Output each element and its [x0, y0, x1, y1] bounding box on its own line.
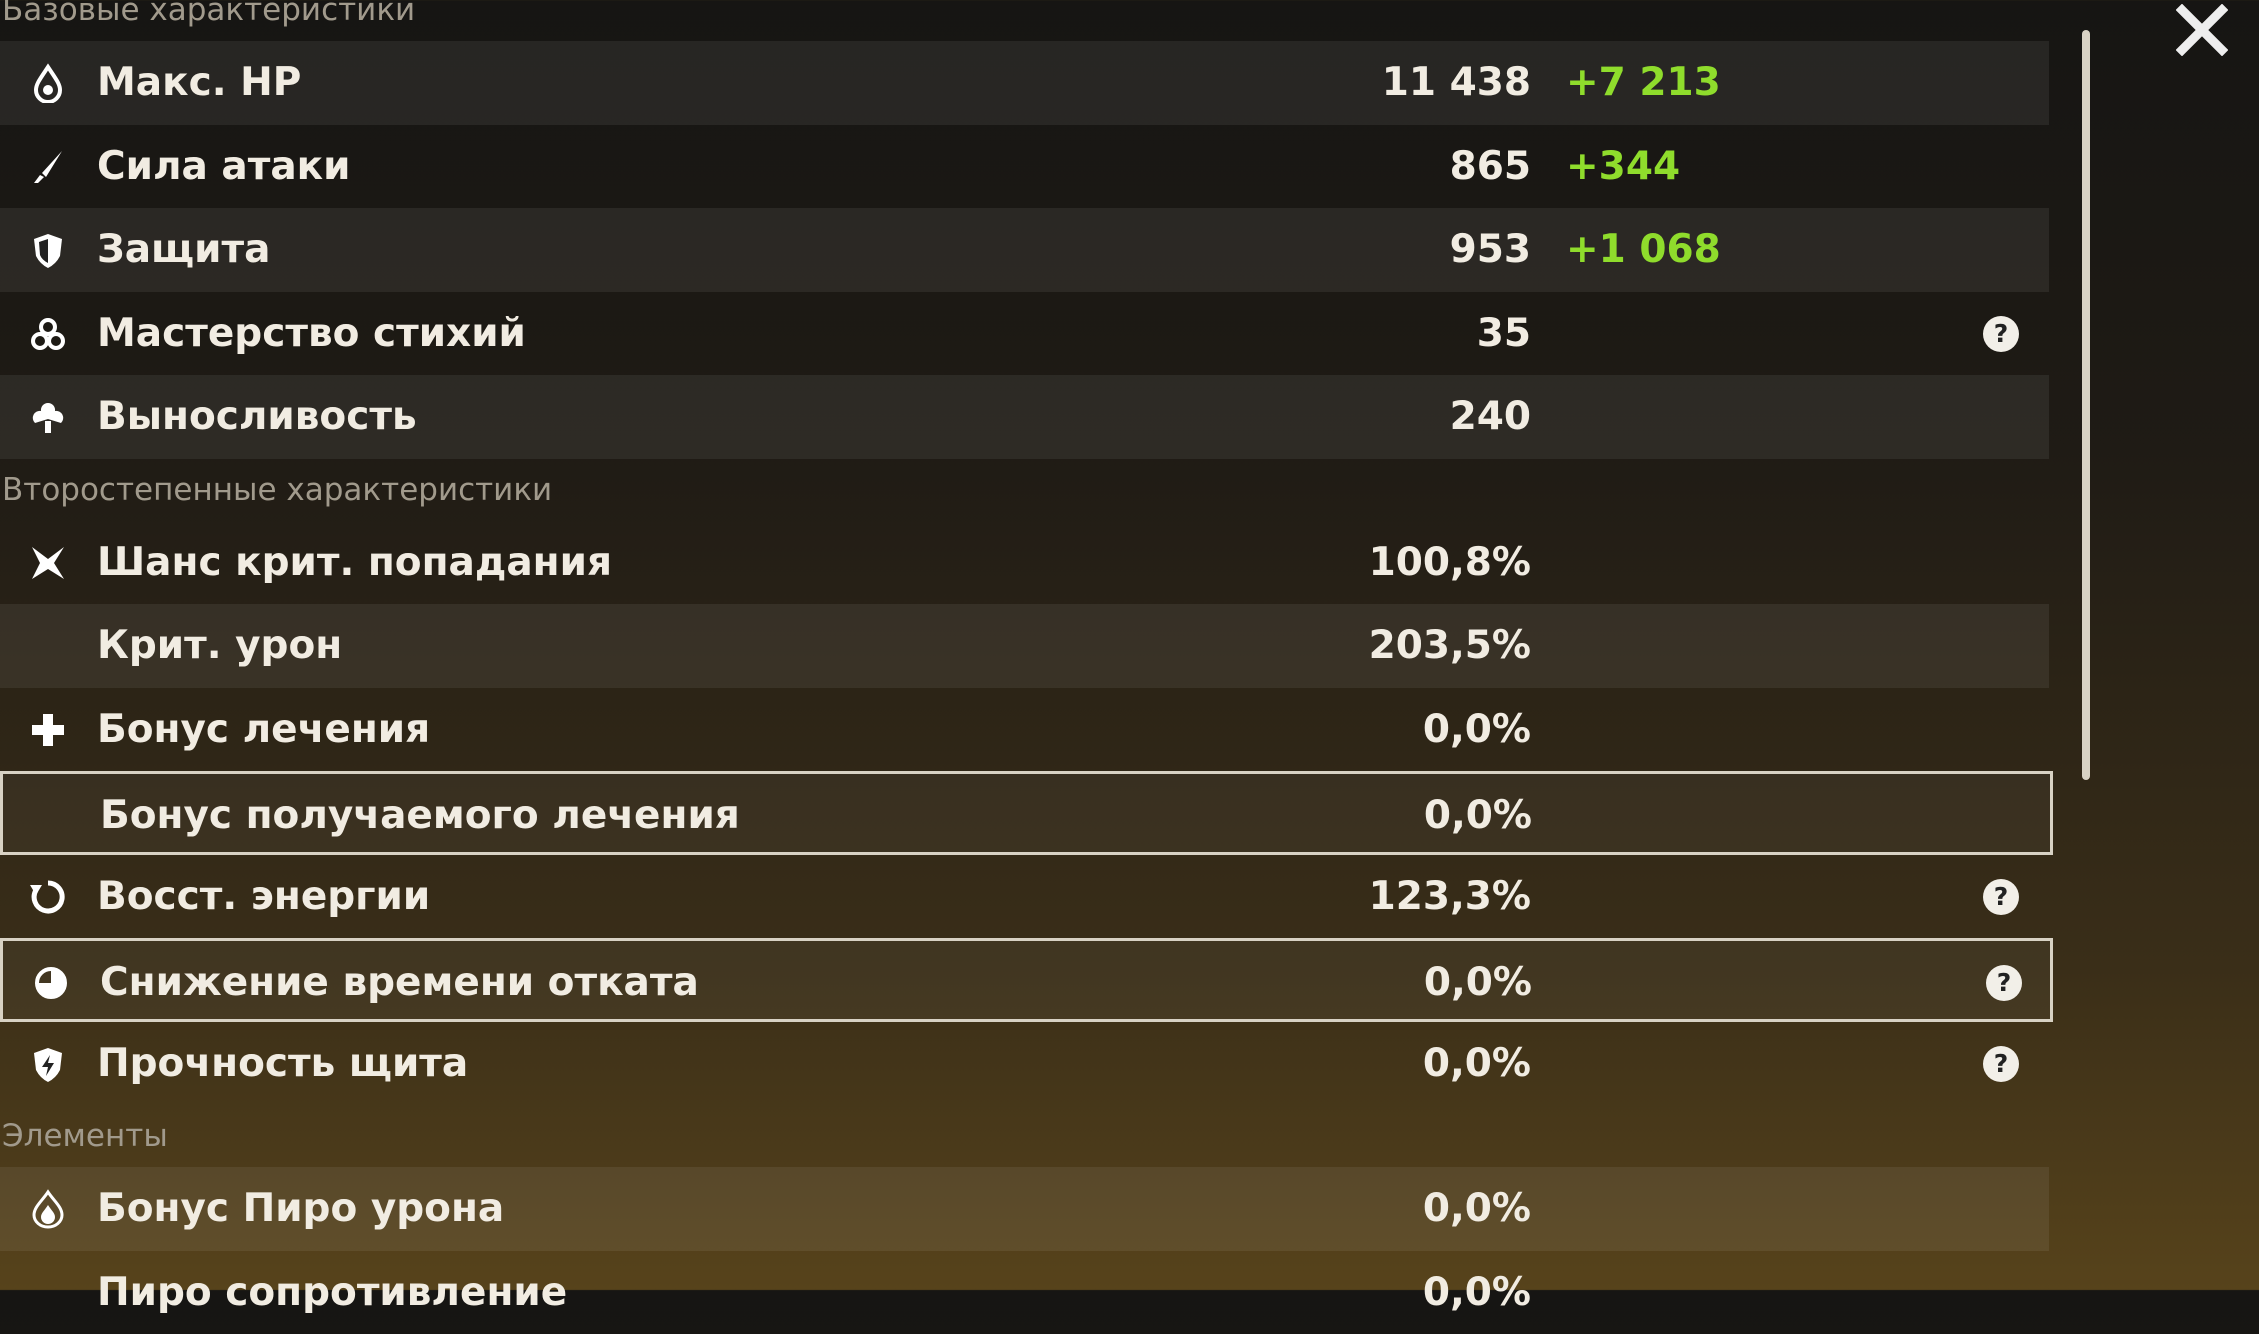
stat-row: Макс. HP 11 438 +7 213 — [0, 41, 2049, 125]
stat-value: 203,5% — [1369, 604, 1531, 687]
stat-value: 0,0% — [1423, 1022, 1531, 1105]
stat-row[interactable]: Снижение времени отката 0,0%? — [0, 938, 2053, 1022]
stat-label: Макс. HP — [97, 41, 301, 124]
stat-label: Восст. энергии — [97, 855, 430, 938]
stat-value: 240 — [1450, 375, 1531, 458]
stat-bonus: +1 068 — [1566, 208, 1721, 291]
stat-label: Бонус получаемого лечения — [100, 774, 740, 857]
stat-row: Защита 953 +1 068 — [0, 208, 2049, 292]
stat-icon — [28, 147, 68, 187]
stat-icon — [28, 543, 68, 583]
stat-row: Мастерство стихий 35? — [0, 292, 2049, 376]
stat-bonus: +7 213 — [1566, 41, 1721, 124]
stat-icon — [28, 1044, 68, 1084]
svg-text:?: ? — [1997, 968, 2012, 997]
help-icon[interactable]: ? — [1985, 964, 2023, 1002]
stat-row: Выносливость 240 — [0, 375, 2049, 459]
stat-row: Крит. урон 203,5% — [0, 604, 2049, 688]
svg-text:?: ? — [1994, 882, 2009, 911]
help-icon[interactable]: ? — [1982, 315, 2020, 353]
stat-row: Восст. энергии 123,3%? — [0, 855, 2049, 939]
stat-row: Пиро сопротивление 0,0% — [0, 1251, 2049, 1334]
stat-label: Крит. урон — [97, 604, 342, 687]
stat-value: 0,0% — [1423, 1251, 1531, 1334]
stat-bonus: +344 — [1566, 125, 1680, 208]
stat-label: Выносливость — [97, 375, 417, 458]
stat-value: 0,0% — [1423, 1167, 1531, 1250]
stat-icon — [28, 230, 68, 270]
stat-icon — [28, 397, 68, 437]
close-button[interactable] — [2176, 4, 2228, 56]
stat-icon — [31, 963, 71, 1003]
stat-row[interactable]: Бонус получаемого лечения 0,0% — [0, 771, 2053, 855]
stat-icon — [28, 710, 68, 750]
section-title: Базовые характеристики — [0, 0, 2049, 41]
stat-icon — [28, 1189, 68, 1229]
section-title: Второстепенные характеристики — [0, 459, 2049, 521]
stat-icon — [28, 314, 68, 354]
stat-value: 100,8% — [1369, 521, 1531, 604]
help-icon[interactable]: ? — [1982, 1045, 2020, 1083]
stat-row: Бонус лечения 0,0% — [0, 688, 2049, 772]
help-icon[interactable]: ? — [1982, 878, 2020, 916]
svg-text:?: ? — [1994, 319, 2009, 348]
stat-row: Шанс крит. попадания 100,8% — [0, 521, 2049, 605]
stat-row: Прочность щита 0,0%? — [0, 1022, 2049, 1106]
stat-value: 123,3% — [1369, 855, 1531, 938]
stat-value: 953 — [1450, 208, 1531, 291]
scrollbar[interactable] — [2082, 30, 2090, 780]
stat-value: 0,0% — [1424, 774, 1532, 857]
stat-value: 0,0% — [1424, 941, 1532, 1024]
stat-value: 865 — [1450, 125, 1531, 208]
stat-label: Сила атаки — [97, 125, 350, 208]
stat-label: Бонус лечения — [97, 688, 430, 771]
stat-value: 35 — [1477, 292, 1531, 375]
stat-label: Прочность щита — [97, 1022, 468, 1105]
svg-text:?: ? — [1994, 1049, 2009, 1078]
stat-label: Пиро сопротивление — [97, 1251, 567, 1334]
stat-label: Шанс крит. попадания — [97, 521, 612, 604]
stat-value: 0,0% — [1423, 688, 1531, 771]
stat-icon — [28, 877, 68, 917]
stat-label: Снижение времени отката — [100, 941, 699, 1024]
stat-label: Мастерство стихий — [97, 292, 526, 375]
stat-label: Защита — [97, 208, 270, 291]
stat-label: Бонус Пиро урона — [97, 1167, 504, 1250]
stat-icon — [28, 63, 68, 103]
stat-value: 11 438 — [1382, 41, 1531, 124]
section-title: Элементы — [0, 1105, 2049, 1167]
stat-row: Бонус Пиро урона 0,0% — [0, 1167, 2049, 1251]
stat-row: Сила атаки 865 +344 — [0, 125, 2049, 209]
